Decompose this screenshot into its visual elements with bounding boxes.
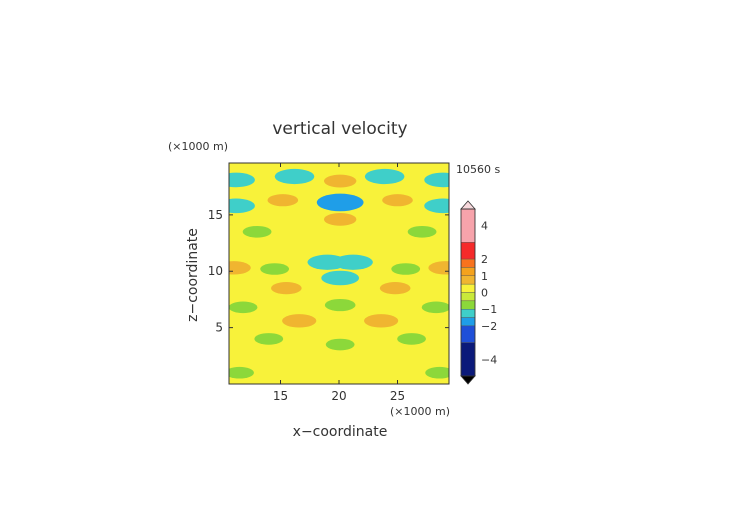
heatmap-cell [364,168,405,185]
heatmap-cell [271,282,302,295]
heatmap-cell [379,282,411,295]
heatmap-cell [391,263,421,275]
heatmap-cell [323,174,357,188]
x-axis-unit: (×1000 m) [390,405,450,418]
colorbar-segment [460,292,476,302]
y-tick-label: 10 [208,264,223,278]
heatmap-area [229,163,449,384]
heatmap-cell [325,338,355,351]
y-axis-unit: (×1000 m) [168,140,228,153]
heatmap-cell [428,261,449,275]
colorbar-tick-label: 0 [481,287,488,300]
colorbar-tick-label: −4 [481,353,497,366]
colorbar-frame [460,208,476,377]
heatmap-cell [324,298,356,312]
colorbar-segment [460,325,476,343]
time-label: 10560 s [456,163,500,176]
x-tick-label: 25 [390,389,405,403]
heatmap-cell [333,254,373,270]
heatmap-cell [364,314,399,328]
heatmap-cell [229,198,255,214]
colorbar-segment [460,342,476,377]
colorbar-tick-label: 2 [481,253,488,266]
colorbar-tick-label: 1 [481,270,488,283]
heatmap-cell [229,261,251,275]
colorbar-over-arrow [460,200,476,210]
colorbar-tick-label: −2 [481,320,497,333]
heatmap-cell [242,225,272,238]
colorbar-segment [460,208,476,243]
y-tick-label: 15 [208,208,223,222]
heatmap-cell [229,301,258,314]
colorbar-segment [460,300,476,310]
heatmap-cell [260,263,290,275]
heatmap-cell [397,333,426,345]
heatmap-cell [229,366,254,379]
colorbar-segment [460,242,476,260]
heatmap-cell [424,172,449,188]
colorbar-tick-label: −1 [481,303,497,316]
x-tick-label: 15 [273,389,288,403]
heatmap-cell [425,366,449,379]
heatmap-cell [321,270,360,286]
colorbar-tick-label: 4 [481,220,488,233]
heatmap-cell [254,333,284,345]
heatmap-cell [424,198,449,214]
heatmap-cell [282,314,317,328]
x-axis-label: x−coordinate [293,424,388,440]
colorbar-segment [460,258,476,268]
heatmap-cell [267,194,299,207]
heatmap-cell [323,212,357,226]
heatmap-cell [274,168,315,185]
colorbar-segment [460,309,476,318]
colorbar-under-arrow [460,375,476,385]
chart-title: vertical velocity [272,119,407,139]
heatmap-cell [421,301,449,314]
heatmap-cell [316,193,364,212]
colorbar-segment [460,267,476,277]
heatmap-cell [229,172,255,188]
colorbar-segment [460,317,476,327]
colorbar: 4 2 1 0 −1 −2 −4 [460,200,497,385]
x-tick-label: 20 [331,389,346,403]
y-axis-label: z−coordinate [185,228,201,322]
y-tick-label: 5 [215,321,223,335]
colorbar-segment [460,275,476,285]
axes: 15 20 25 5 10 15 [208,162,450,403]
heatmap-cell [407,225,437,238]
colorbar-segment [460,283,476,293]
heatmap-cell [382,194,413,207]
